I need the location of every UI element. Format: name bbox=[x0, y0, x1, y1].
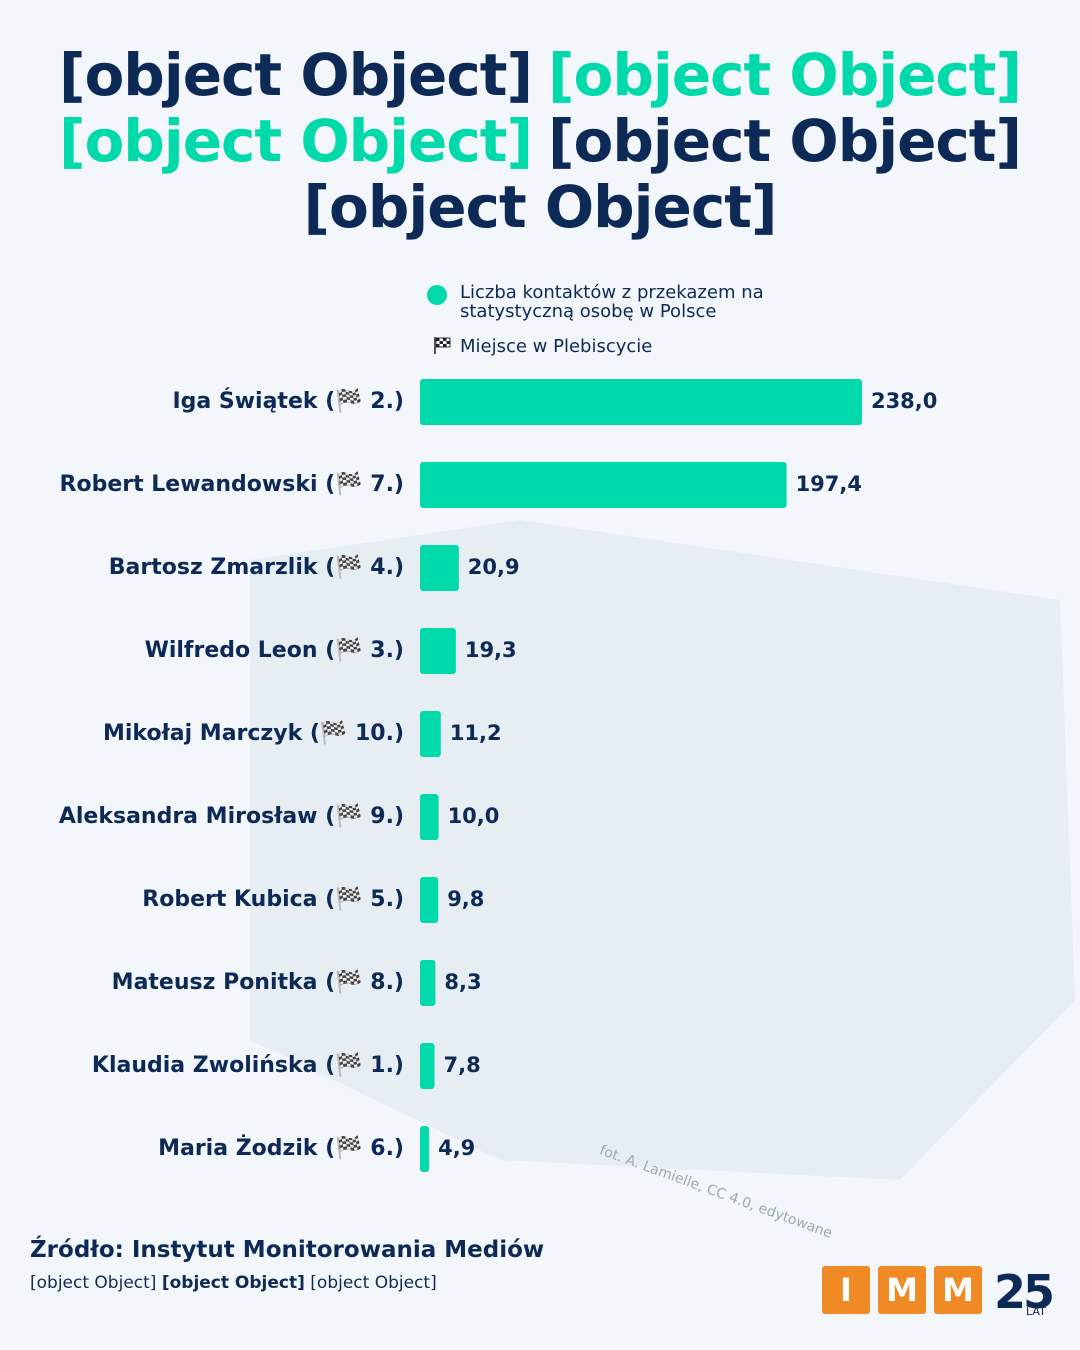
category-label: Mikołaj Marczyk (🏁 10.) bbox=[103, 720, 404, 746]
legend-dot bbox=[427, 285, 447, 305]
bar bbox=[420, 1043, 435, 1089]
category-label: Wilfredo Leon (🏁 3.) bbox=[145, 637, 404, 663]
value-label: 197,4 bbox=[796, 472, 862, 496]
bar bbox=[420, 1126, 430, 1172]
category-label: Maria Żodzik (🏁 6.) bbox=[158, 1135, 404, 1161]
bar bbox=[420, 877, 439, 923]
title-line: [object Object] [object Object] bbox=[0, 42, 1080, 108]
logo-letter: M bbox=[934, 1266, 982, 1314]
bar bbox=[420, 960, 436, 1006]
category-label: Iga Świątek (🏁 2.) bbox=[172, 388, 404, 414]
bar bbox=[420, 462, 787, 508]
bar bbox=[420, 794, 439, 840]
title-line: [object Object] bbox=[0, 174, 1080, 240]
source: Źródło: Instytut Monitorowania Mediów bbox=[30, 1237, 545, 1263]
category-label: Aleksandra Mirosław (🏁 9.) bbox=[59, 803, 404, 829]
category-label: Robert Kubica (🏁 5.) bbox=[142, 886, 404, 912]
title-segment: [object Object] bbox=[548, 41, 1022, 109]
category-label: Mateusz Ponitka (🏁 8.) bbox=[112, 969, 404, 995]
title-segment: [object Object] bbox=[58, 107, 533, 175]
title-line: [object Object] [object Object] bbox=[0, 108, 1080, 174]
logo-suffix: LAT bbox=[1026, 1305, 1046, 1318]
bar bbox=[420, 711, 441, 757]
bar bbox=[420, 545, 459, 591]
legend-place: Miejsce w Plebiscycie bbox=[460, 336, 653, 357]
note: [object Object] [object Object] [object … bbox=[30, 1271, 790, 1295]
value-label: 11,2 bbox=[450, 721, 502, 745]
photo-background bbox=[250, 520, 1075, 1180]
logo: I M M 25 LAT bbox=[822, 1260, 1055, 1318]
value-label: 8,3 bbox=[444, 970, 481, 994]
category-label: Robert Lewandowski (🏁 7.) bbox=[60, 471, 404, 497]
value-label: 10,0 bbox=[448, 804, 500, 828]
legend-series: Liczba kontaktów z przekazem na statysty… bbox=[460, 282, 764, 322]
value-label: 7,8 bbox=[443, 1053, 480, 1077]
note-segment: [object Object] bbox=[30, 1273, 157, 1293]
logo-years: 25 bbox=[994, 1265, 1055, 1319]
legend-flag bbox=[434, 337, 451, 354]
category-label: Klaudia Zwolińska (🏁 1.) bbox=[92, 1052, 404, 1078]
title-segment: [object Object] bbox=[548, 107, 1022, 175]
value-label: 20,9 bbox=[468, 555, 520, 579]
note-segment: [object Object] bbox=[161, 1273, 305, 1293]
note-segment: [object Object] bbox=[310, 1273, 437, 1293]
value-label: 4,9 bbox=[438, 1136, 475, 1160]
value-label: 238,0 bbox=[871, 389, 937, 413]
bar bbox=[420, 379, 862, 425]
value-label: 19,3 bbox=[465, 638, 517, 662]
title-segment: [object Object] bbox=[58, 41, 533, 109]
title-segment: [object Object] bbox=[303, 173, 777, 241]
value-label: 9,8 bbox=[447, 887, 484, 911]
chart-title: [object Object] [object Object] [object Ob… bbox=[0, 42, 1080, 240]
logo-letter: I bbox=[822, 1266, 870, 1314]
category-label: Bartosz Zmarzlik (🏁 4.) bbox=[109, 554, 404, 580]
bar bbox=[420, 628, 456, 674]
logo-letter: M bbox=[878, 1266, 926, 1314]
